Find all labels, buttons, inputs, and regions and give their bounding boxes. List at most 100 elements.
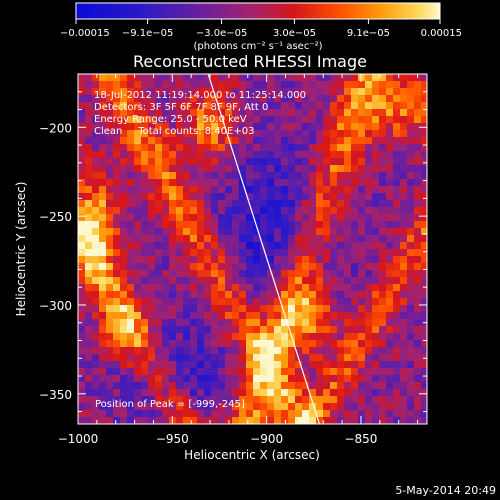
heatmap-cell xyxy=(183,186,191,194)
heatmap-cell xyxy=(281,137,289,145)
heatmap-cell xyxy=(372,340,380,348)
heatmap-cell xyxy=(232,207,240,215)
heatmap-cell xyxy=(344,151,352,159)
heatmap-cell xyxy=(281,179,289,187)
heatmap-cell xyxy=(183,319,191,327)
heatmap-cell xyxy=(351,81,359,89)
heatmap-cell xyxy=(155,291,163,299)
heatmap-cell xyxy=(393,284,401,292)
heatmap-cell xyxy=(365,235,373,243)
heatmap-cell xyxy=(225,256,233,264)
heatmap-cell xyxy=(78,214,86,222)
heatmap-cell xyxy=(407,88,415,96)
heatmap-cell xyxy=(274,207,282,215)
heatmap-cell xyxy=(225,235,233,243)
heatmap-cell xyxy=(414,186,422,194)
heatmap-cell xyxy=(281,389,289,397)
heatmap-cell xyxy=(358,109,366,117)
heatmap-cell xyxy=(316,298,324,306)
heatmap-cell xyxy=(323,389,331,397)
heatmap-cell xyxy=(365,298,373,306)
heatmap-cell xyxy=(400,221,408,229)
footer-date: 5-May-2014 20:49 xyxy=(395,484,496,497)
heatmap-cell xyxy=(344,382,352,390)
heatmap-cell xyxy=(134,235,142,243)
heatmap-cell xyxy=(351,333,359,341)
heatmap-cell xyxy=(162,221,170,229)
heatmap-cell xyxy=(337,172,345,180)
heatmap-cell xyxy=(323,305,331,313)
heatmap-cell xyxy=(85,319,93,327)
chart-title: Reconstructed RHESSI Image xyxy=(133,52,367,71)
heatmap-cell xyxy=(190,172,198,180)
heatmap-cell xyxy=(246,249,254,257)
heatmap-cell xyxy=(190,256,198,264)
heatmap-cell xyxy=(386,305,394,313)
heatmap-cell xyxy=(78,277,86,285)
heatmap-cell xyxy=(232,354,240,362)
heatmap-cell xyxy=(92,305,100,313)
heatmap-cell xyxy=(302,179,310,187)
heatmap-cell xyxy=(400,256,408,264)
heatmap-cell xyxy=(344,214,352,222)
heatmap-cell xyxy=(316,165,324,173)
heatmap-cell xyxy=(407,249,415,257)
colorbar-ticks xyxy=(75,19,441,24)
heatmap-cell xyxy=(148,165,156,173)
heatmap-cell xyxy=(197,354,205,362)
heatmap-cell xyxy=(141,410,149,418)
heatmap-cell xyxy=(85,179,93,187)
heatmap-cell xyxy=(169,242,177,250)
heatmap-cell xyxy=(92,193,100,201)
heatmap-cell xyxy=(211,81,219,89)
heatmap-cell xyxy=(183,333,191,341)
heatmap-cell xyxy=(309,186,317,194)
heatmap-cell xyxy=(344,340,352,348)
heatmap-cell xyxy=(281,144,289,152)
heatmap-cell xyxy=(372,312,380,320)
heatmap-cell xyxy=(309,221,317,229)
heatmap-cell xyxy=(218,354,226,362)
heatmap-cell xyxy=(141,319,149,327)
heatmap-cell xyxy=(211,102,219,110)
heatmap-cell xyxy=(85,382,93,390)
heatmap-cell xyxy=(288,277,296,285)
heatmap-cell xyxy=(211,263,219,271)
heatmap-cell xyxy=(393,109,401,117)
heatmap-cell xyxy=(190,95,198,103)
heatmap-cell xyxy=(120,123,128,131)
heatmap-cell xyxy=(302,389,310,397)
heatmap-cell xyxy=(225,88,233,96)
heatmap-cell xyxy=(407,277,415,285)
heatmap-cell xyxy=(183,256,191,264)
heatmap-cell xyxy=(211,235,219,243)
heatmap-cell xyxy=(323,172,331,180)
heatmap-cell xyxy=(421,95,427,103)
heatmap-cell xyxy=(120,165,128,173)
heatmap-cell xyxy=(176,214,184,222)
heatmap-cell xyxy=(344,158,352,166)
x-tick-label: −900 xyxy=(250,432,283,446)
heatmap-cell xyxy=(134,270,142,278)
heatmap-cell xyxy=(330,277,338,285)
heatmap-cell xyxy=(281,228,289,236)
heatmap-cell xyxy=(92,207,100,215)
heatmap-cell xyxy=(169,102,177,110)
heatmap-cell xyxy=(288,291,296,299)
heatmap-cell xyxy=(92,298,100,306)
heatmap-cell xyxy=(337,354,345,362)
heatmap-cell xyxy=(330,158,338,166)
heatmap-cell xyxy=(225,396,233,404)
heatmap-cell xyxy=(176,74,184,82)
heatmap-cell xyxy=(274,130,282,138)
heatmap-cell xyxy=(246,207,254,215)
heatmap-cell xyxy=(288,109,296,117)
heatmap-cell xyxy=(169,116,177,124)
heatmap-cell xyxy=(246,305,254,313)
heatmap-cells xyxy=(78,74,427,424)
heatmap-cell xyxy=(302,256,310,264)
heatmap-cell xyxy=(106,95,114,103)
heatmap-cell xyxy=(414,81,422,89)
heatmap-cell xyxy=(176,172,184,180)
heatmap-cell xyxy=(183,235,191,243)
